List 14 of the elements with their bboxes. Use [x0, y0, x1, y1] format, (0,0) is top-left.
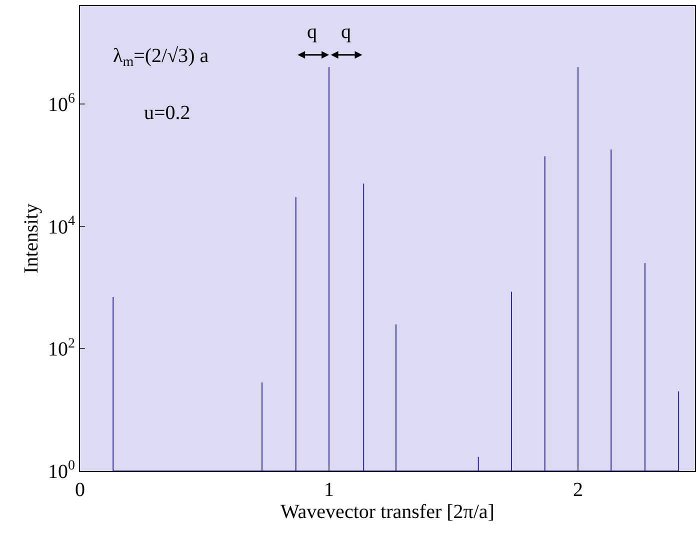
line-series: [112, 66, 680, 471]
x-tick-label: 2: [572, 479, 583, 501]
y-tick-label: 10$^{6}$: [48, 92, 75, 116]
y-tick-label: 10$^{0}$: [48, 458, 75, 483]
x-tick-label: 0: [75, 479, 85, 501]
x-tick-label: 1: [324, 479, 334, 501]
annotation: u=0.2: [144, 102, 190, 124]
y-axis-title: Intensity: [20, 204, 42, 274]
y-tick-label: 10$^{2}$: [48, 336, 75, 361]
x-axis-title: Wavevector transfer [2π/a]: [280, 501, 494, 523]
annotation: q: [341, 21, 351, 43]
annotation: λ$_{m}$=(2/√3) a: [113, 45, 209, 70]
annotation: q: [307, 21, 317, 43]
y-tick-label: 10$^{4}$: [48, 214, 75, 238]
